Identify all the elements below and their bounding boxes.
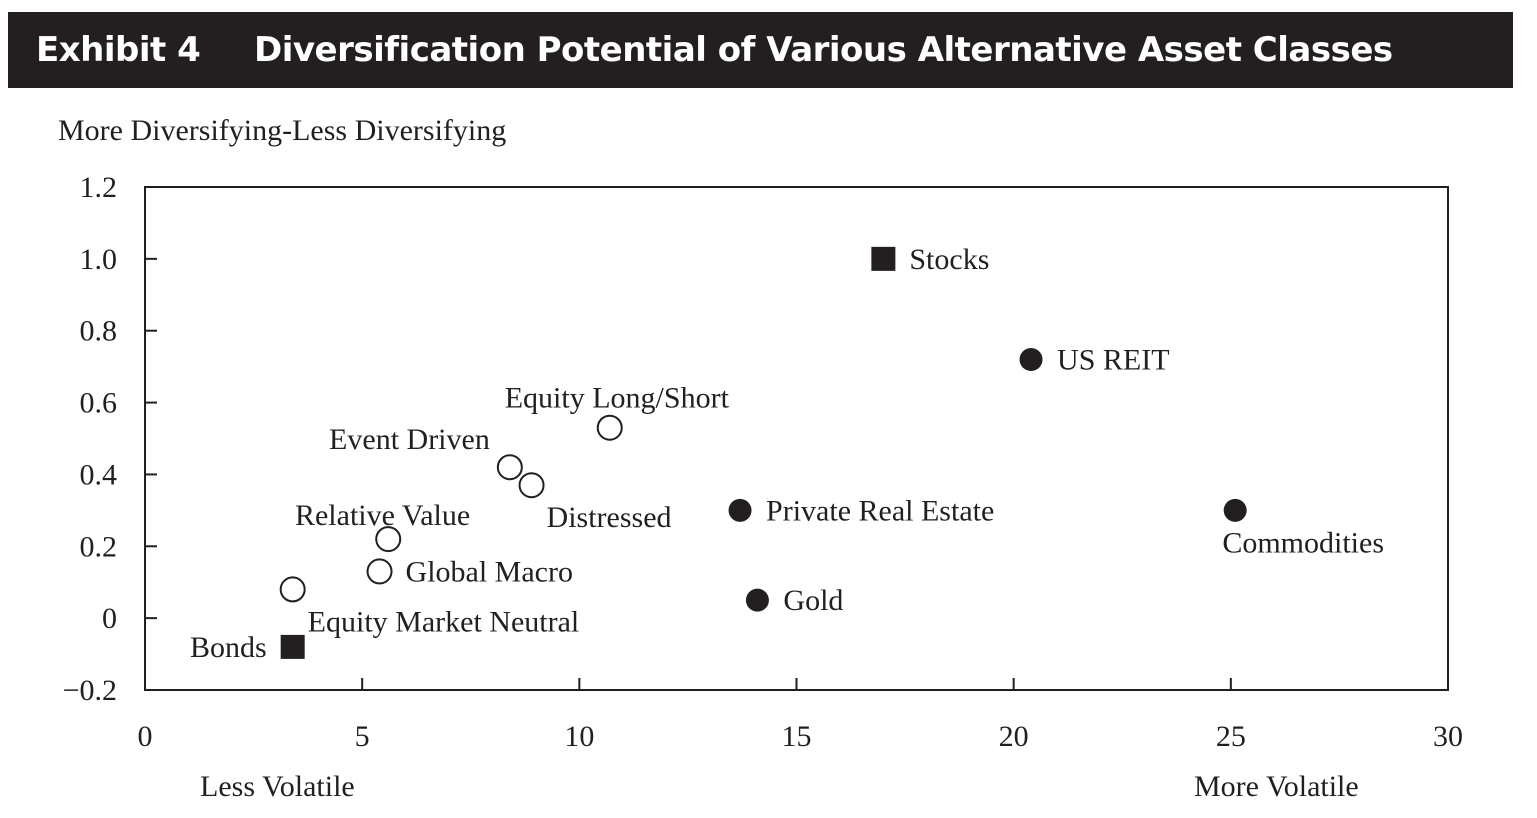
y-tick-label: −0.2 [63, 674, 117, 707]
x-axis-right-note: More Volatile [1194, 770, 1359, 803]
point-relative-value [375, 526, 402, 553]
label-equity-long-short: Equity Long/Short [505, 382, 730, 415]
point-private-real-estate [728, 498, 752, 522]
x-tick-label: 30 [1433, 720, 1463, 753]
title-bar: Exhibit 4 Diversification Potential of V… [8, 12, 1513, 88]
x-tick-label: 20 [999, 720, 1029, 753]
label-global-macro: Global Macro [406, 555, 573, 588]
label-equity-market-neutral: Equity Market Neutral [308, 605, 580, 638]
label-gold: Gold [783, 584, 843, 617]
point-stocks [871, 246, 896, 271]
x-tick-label: 0 [138, 720, 153, 753]
label-bonds: Bonds [190, 631, 267, 664]
point-equity-long-short [596, 414, 623, 441]
y-tick-label: 0 [102, 602, 117, 635]
point-commodities [1223, 498, 1247, 522]
label-commodities: Commodities [1222, 526, 1384, 559]
point-bonds [280, 634, 305, 659]
y-tick-label: 1.2 [80, 171, 118, 204]
point-gold [745, 588, 769, 612]
label-private-real-estate: Private Real Estate [766, 494, 994, 527]
y-tick-label: 0.4 [80, 458, 118, 491]
x-tick-label: 25 [1216, 720, 1246, 753]
x-tick-label: 15 [782, 720, 812, 753]
x-tick-label: 5 [355, 720, 370, 753]
y-tick-label: 0.6 [80, 387, 118, 420]
y-tick-label: 1.0 [80, 243, 118, 276]
label-stocks: Stocks [909, 243, 989, 276]
y-tick-label: 0.8 [80, 315, 118, 348]
exhibit-number: Exhibit 4 [36, 30, 201, 70]
chart-title: Diversification Potential of Various Alt… [254, 30, 1393, 70]
point-global-macro [366, 558, 393, 585]
point-distressed [518, 472, 545, 499]
point-event-driven [496, 454, 523, 481]
y-axis-label: More Diversifying-Less Diversifying [58, 114, 507, 147]
y-tick-label: 0.2 [80, 530, 118, 563]
x-axis-left-note: Less Volatile [200, 770, 355, 803]
label-relative-value: Relative Value [295, 499, 470, 532]
label-event-driven: Event Driven [329, 423, 490, 456]
point-equity-market-neutral [279, 576, 306, 603]
point-us-reit [1019, 347, 1043, 371]
label-us-reit: US REIT [1057, 343, 1170, 376]
x-tick-label: 10 [564, 720, 594, 753]
label-distressed: Distressed [547, 501, 672, 534]
